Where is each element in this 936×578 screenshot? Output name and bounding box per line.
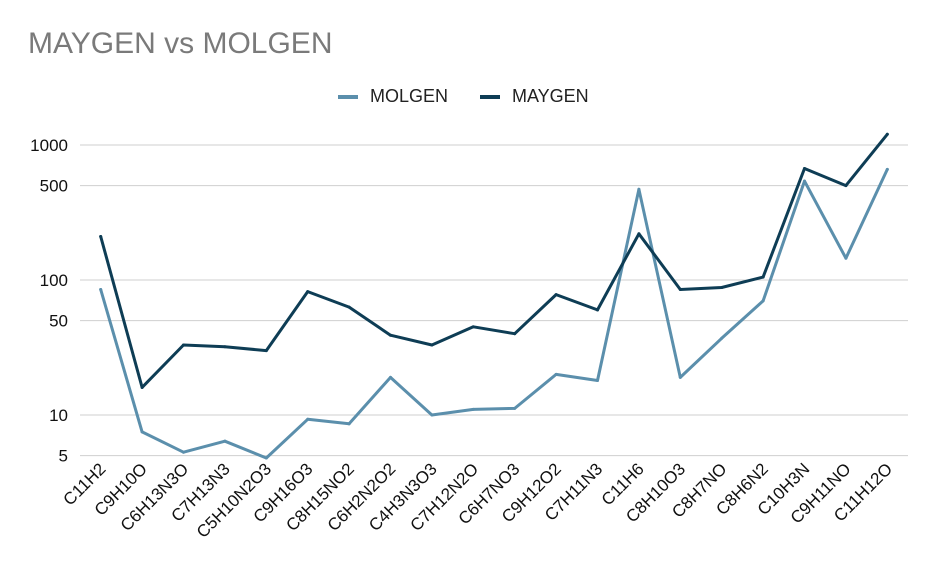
data-point-maygen xyxy=(596,308,599,312)
x-axis-ticks: C11H2C9H10OC6H13N3OC7H13N3C5H10N2O3C9H16… xyxy=(60,459,897,541)
legend-swatch-molgen xyxy=(338,94,358,99)
data-point-molgen xyxy=(554,372,558,376)
y-tick-label: 5 xyxy=(59,447,68,466)
data-point-molgen xyxy=(389,375,392,379)
data-point-maygen xyxy=(306,290,310,294)
data-point-maygen xyxy=(761,275,765,279)
data-point-maygen xyxy=(637,232,641,236)
data-point-maygen xyxy=(554,293,558,297)
y-axis-ticks: 5 10 50 100 500 1000 xyxy=(30,136,68,466)
y-tick-label: 1000 xyxy=(30,136,68,155)
data-point-maygen xyxy=(182,343,185,347)
y-tick-label: 10 xyxy=(49,406,68,425)
data-point-maygen xyxy=(513,332,517,336)
series-line-molgen xyxy=(99,167,889,460)
legend-label-molgen: MOLGEN xyxy=(370,86,449,106)
series-lines xyxy=(99,132,889,460)
data-point-molgen xyxy=(720,336,724,340)
data-point-maygen xyxy=(803,166,806,170)
legend-swatch-maygen xyxy=(480,94,500,99)
data-point-molgen xyxy=(678,375,682,379)
y-tick-label: 100 xyxy=(40,271,68,290)
data-point-maygen xyxy=(430,343,434,347)
data-point-maygen xyxy=(99,235,103,239)
series-line-maygen xyxy=(99,132,889,389)
y-tick-label: 500 xyxy=(40,177,68,196)
legend-label-maygen: MAYGEN xyxy=(512,86,589,106)
data-point-maygen xyxy=(471,325,475,329)
data-point-molgen xyxy=(99,288,103,292)
data-point-molgen xyxy=(306,417,310,421)
data-point-maygen xyxy=(389,333,392,337)
gridlines xyxy=(80,144,908,457)
data-point-molgen xyxy=(347,422,351,426)
data-point-molgen xyxy=(513,406,517,410)
data-point-molgen xyxy=(430,413,434,417)
data-point-molgen xyxy=(885,167,889,171)
legend: MOLGEN MAYGEN xyxy=(0,86,936,110)
chart-title: MAYGEN vs MOLGEN xyxy=(28,27,333,60)
legend-item-maygen: MAYGEN xyxy=(480,86,589,107)
data-point-maygen xyxy=(720,285,724,289)
data-point-molgen xyxy=(264,456,268,460)
data-point-molgen xyxy=(471,407,475,411)
data-point-molgen xyxy=(637,187,641,191)
data-point-maygen xyxy=(885,132,889,136)
data-point-maygen xyxy=(844,184,848,188)
data-point-maygen xyxy=(264,349,268,353)
data-point-maygen xyxy=(347,305,351,309)
data-point-maygen xyxy=(140,385,144,389)
data-point-molgen xyxy=(761,299,765,303)
data-point-maygen xyxy=(223,345,227,349)
data-point-molgen xyxy=(182,450,185,454)
data-point-maygen xyxy=(678,288,682,292)
data-point-molgen xyxy=(140,430,144,434)
legend-item-molgen: MOLGEN xyxy=(338,86,448,107)
data-point-molgen xyxy=(223,439,227,443)
data-point-molgen xyxy=(844,256,848,260)
y-tick-label: 50 xyxy=(49,312,68,331)
data-point-molgen xyxy=(596,379,599,383)
data-point-molgen xyxy=(803,179,806,183)
